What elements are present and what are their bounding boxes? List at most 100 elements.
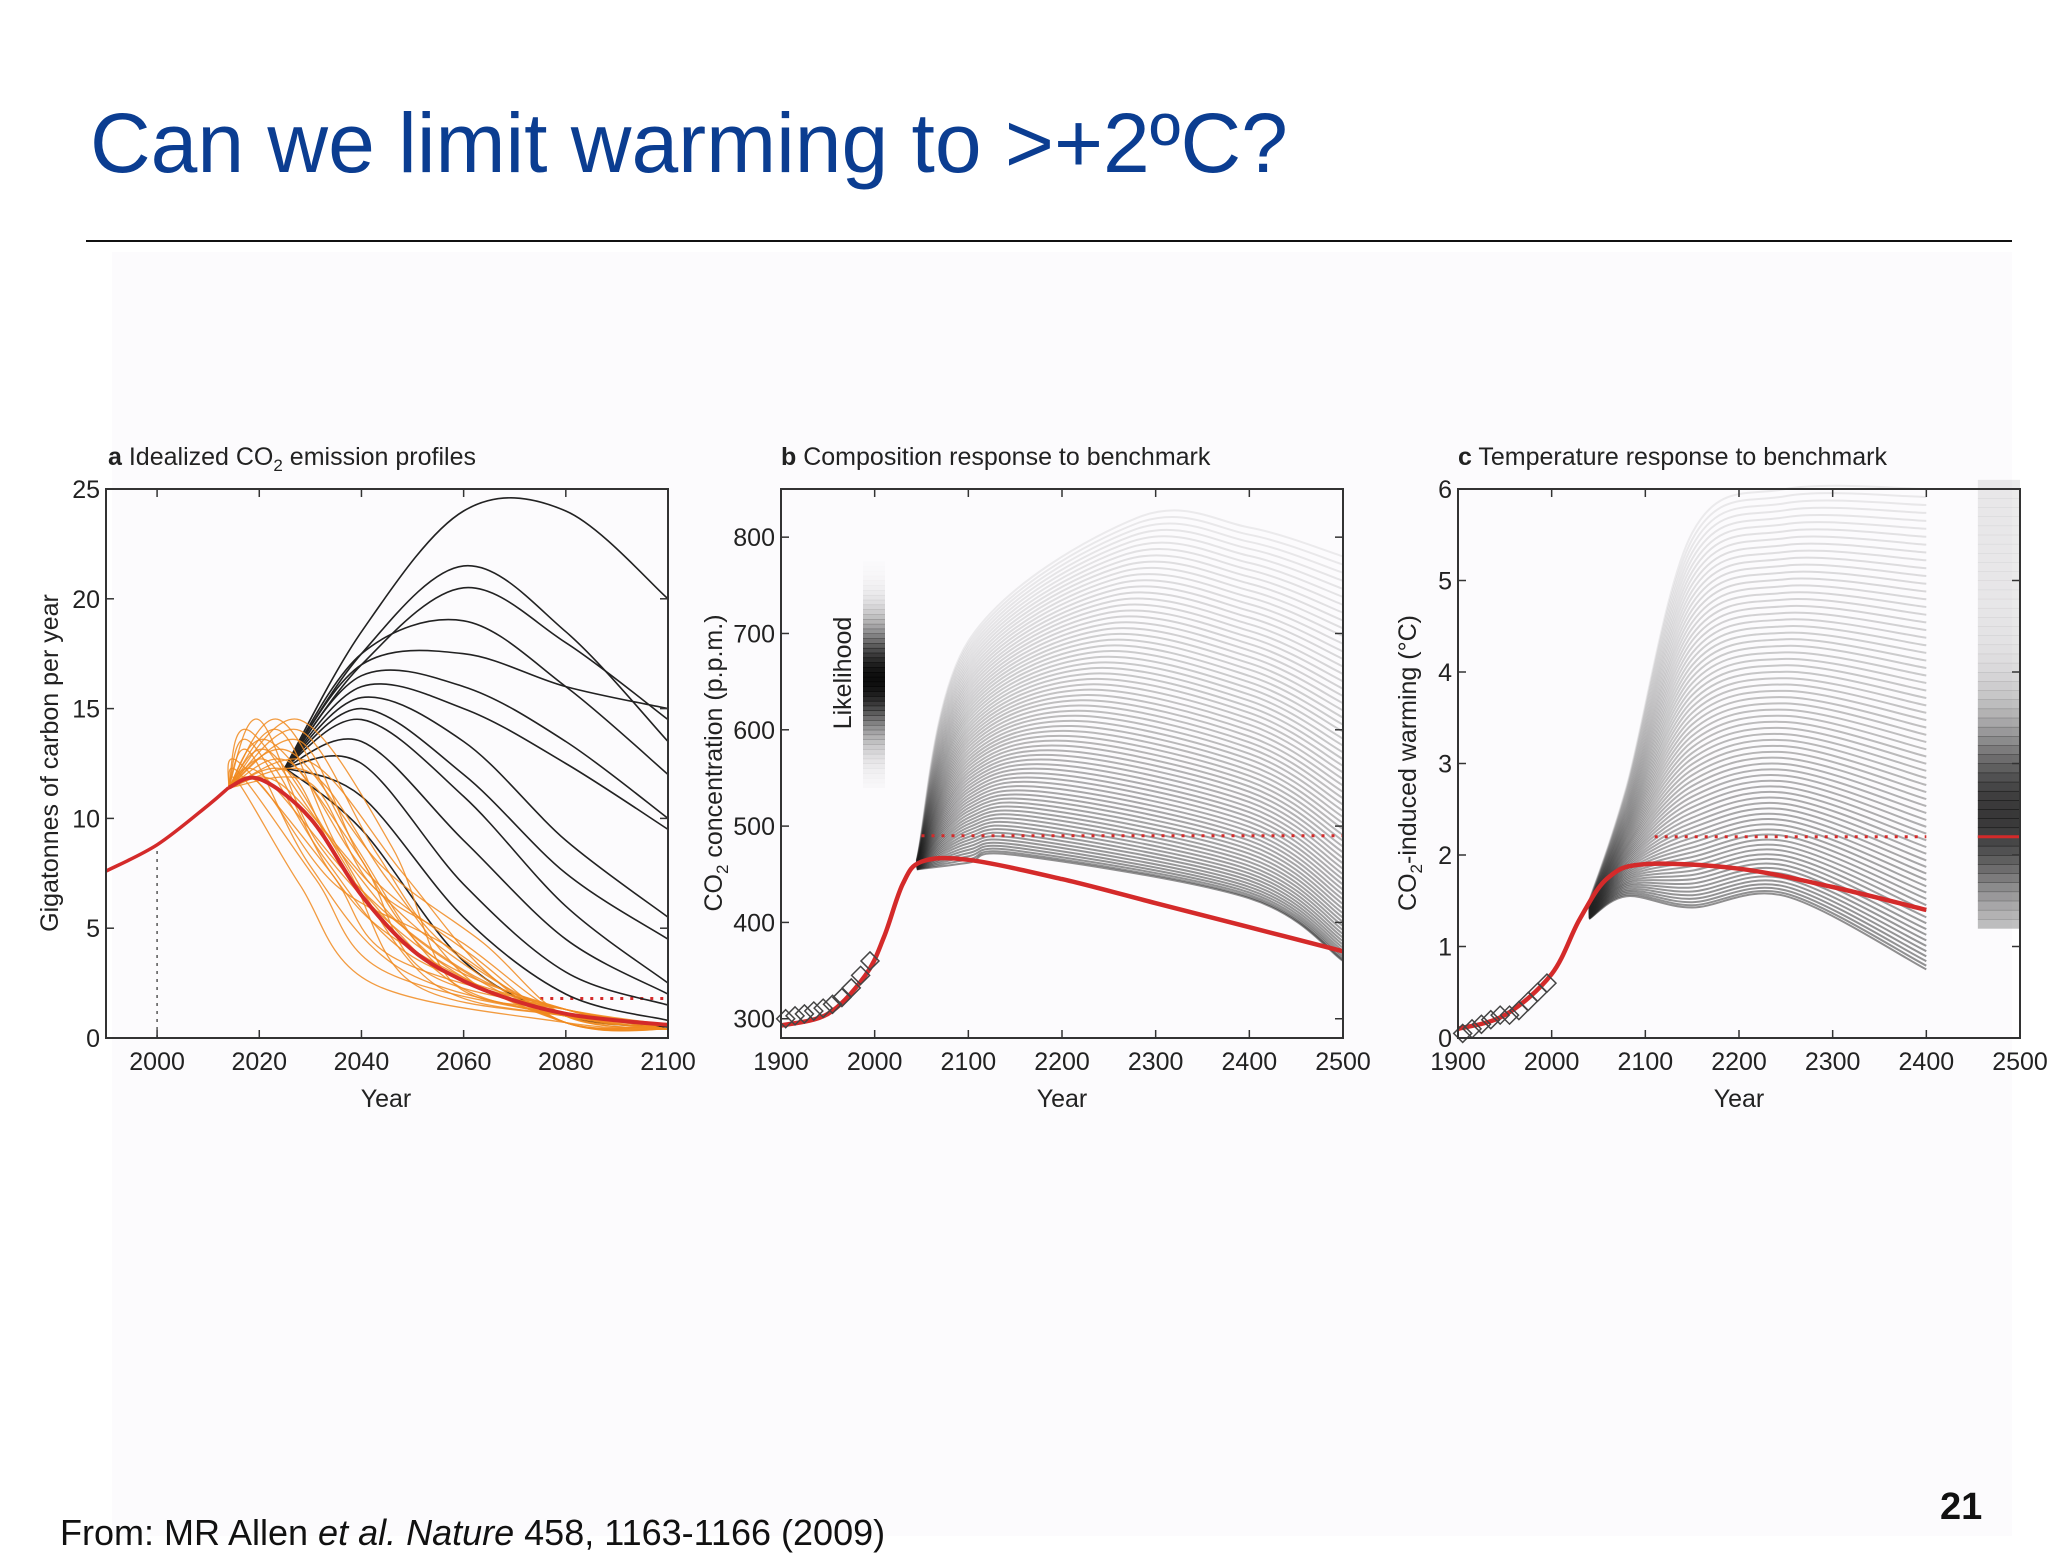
ensemble-line bbox=[1588, 556, 1927, 904]
panel-b-title: b Composition response to benchmark bbox=[781, 443, 1211, 471]
ensemble-line bbox=[915, 603, 1344, 863]
ensemble-line bbox=[1588, 598, 1927, 906]
likelihood-band bbox=[863, 768, 885, 774]
panel-b-ylabel: CO2 concentration (p.p.m.) bbox=[700, 614, 732, 911]
panel-c-ytick-label: 0 bbox=[1438, 1025, 1452, 1053]
ensemble-line bbox=[915, 763, 1344, 870]
likelihood-band bbox=[863, 604, 885, 610]
likelihood-strip-band bbox=[1977, 836, 2020, 847]
ensemble-line bbox=[915, 666, 1344, 864]
panel-a-letter: a bbox=[108, 443, 123, 471]
panel-a-ytick-label: 5 bbox=[86, 915, 100, 943]
likelihood-strip-band bbox=[1977, 754, 2020, 764]
likelihood-band bbox=[863, 628, 885, 634]
panel-a-title: a Idealized CO2 emission profiles bbox=[108, 443, 476, 475]
likelihood-band bbox=[863, 643, 885, 649]
ensemble-line bbox=[915, 528, 1344, 861]
ensemble-line bbox=[915, 638, 1344, 864]
likelihood-strip-band bbox=[1977, 790, 2020, 801]
likelihood-band bbox=[863, 773, 885, 778]
orange-emission-profile bbox=[227, 776, 669, 1030]
observation-diamond bbox=[859, 950, 881, 972]
ensemble-line bbox=[916, 805, 1344, 919]
likelihood-strip-band bbox=[1977, 800, 2020, 810]
panel-a-xtick-label: 2100 bbox=[640, 1048, 696, 1076]
observation-diamond bbox=[822, 994, 843, 1015]
ensemble-line bbox=[915, 650, 1344, 864]
panel-c-ylabel-post: -induced warming (°C) bbox=[1394, 615, 1422, 864]
ensemble-line bbox=[1588, 756, 1927, 913]
panel-a: a Idealized CO2 emission profiles 2000 20… bbox=[36, 443, 696, 1113]
ensemble-line bbox=[916, 817, 1344, 931]
ensemble-line bbox=[916, 789, 1344, 901]
ensemble-line bbox=[915, 767, 1344, 875]
ensemble-line bbox=[1588, 807, 1927, 915]
historical-emissions-line bbox=[105, 786, 230, 873]
panel-c-ytick-label: 5 bbox=[1438, 568, 1452, 596]
panel-a-ylabel: Gigatonnes of carbon per year bbox=[36, 594, 64, 932]
panel-c-xtick-label: 2400 bbox=[1899, 1048, 1955, 1076]
ensemble-line bbox=[1588, 492, 1927, 902]
slide-title: Can we limit warming to >+2ºC? bbox=[90, 96, 1288, 190]
black-emission-profile bbox=[284, 669, 669, 820]
panel-a-ticks: 2000 2020 2040 2060 2080 2100 0 5 10 15 20 25 bbox=[72, 476, 696, 1076]
ensemble-line bbox=[915, 609, 1344, 863]
ensemble-line bbox=[1588, 833, 1927, 916]
likelihood-strip-band bbox=[1977, 873, 2020, 883]
likelihood-band bbox=[863, 778, 885, 783]
ensemble-line bbox=[1588, 657, 1927, 908]
ensemble-line bbox=[915, 632, 1344, 863]
ensemble-line bbox=[916, 809, 1344, 923]
ensemble-line bbox=[1588, 631, 1927, 907]
panel-c-xlabel: Year bbox=[1714, 1085, 1765, 1113]
panel-c-likelihood-strip bbox=[1977, 479, 2020, 929]
ensemble-line bbox=[915, 729, 1344, 866]
panel-a-title-pre: Idealized CO bbox=[122, 443, 273, 471]
ensemble-line bbox=[916, 828, 1344, 942]
likelihood-band bbox=[863, 581, 885, 586]
ensemble-line bbox=[1588, 828, 1927, 916]
likelihood-band bbox=[863, 749, 885, 755]
likelihood-band bbox=[863, 571, 885, 576]
panel-a-orange-profiles bbox=[227, 718, 669, 1032]
ensemble-line bbox=[915, 579, 1344, 862]
ensemble-line bbox=[915, 522, 1344, 861]
orange-emission-profile bbox=[227, 767, 669, 1026]
ensemble-line bbox=[1588, 823, 1927, 916]
likelihood-strip-band bbox=[1977, 726, 2020, 737]
ensemble-line bbox=[1588, 708, 1927, 910]
ensemble-line bbox=[915, 573, 1344, 862]
ensemble-line bbox=[915, 655, 1344, 864]
panel-b-ytick-label: 800 bbox=[733, 524, 775, 552]
ensemble-line bbox=[1588, 535, 1927, 903]
ensemble-line bbox=[915, 644, 1344, 864]
ensemble-line bbox=[1588, 702, 1927, 910]
likelihood-band bbox=[863, 729, 885, 736]
ensemble-line bbox=[1588, 818, 1927, 916]
likelihood-strip-band bbox=[1977, 571, 2020, 581]
likelihood-band bbox=[863, 638, 885, 644]
likelihood-strip-band bbox=[1977, 882, 2020, 893]
panel-b: b Composition response to benchmark 1900… bbox=[700, 443, 1371, 1113]
ensemble-line bbox=[916, 847, 1344, 959]
likelihood-band bbox=[863, 724, 885, 731]
ensemble-line bbox=[1588, 750, 1927, 912]
ensemble-line bbox=[915, 714, 1344, 866]
likelihood-strip-band bbox=[1977, 662, 2020, 673]
likelihood-band bbox=[863, 619, 885, 625]
observation-diamond bbox=[813, 998, 834, 1019]
ensemble-line bbox=[1588, 651, 1927, 908]
ensemble-line bbox=[916, 801, 1344, 915]
panel-c-ytick-label: 1 bbox=[1438, 934, 1452, 962]
likelihood-strip-band bbox=[1977, 736, 2020, 746]
caption-suffix: 458, 1163-1166 (2009) bbox=[514, 1512, 886, 1553]
ensemble-line bbox=[915, 627, 1344, 863]
panel-b-xtick-label: 2100 bbox=[941, 1048, 997, 1076]
ensemble-line bbox=[915, 585, 1344, 862]
likelihood-strip-band bbox=[1977, 919, 2020, 929]
likelihood-band bbox=[863, 696, 885, 702]
likelihood-strip-band bbox=[1977, 781, 2020, 792]
likelihood-band bbox=[863, 561, 885, 566]
panel-b-observations bbox=[775, 950, 881, 1029]
likelihood-strip-band bbox=[1977, 772, 2020, 783]
